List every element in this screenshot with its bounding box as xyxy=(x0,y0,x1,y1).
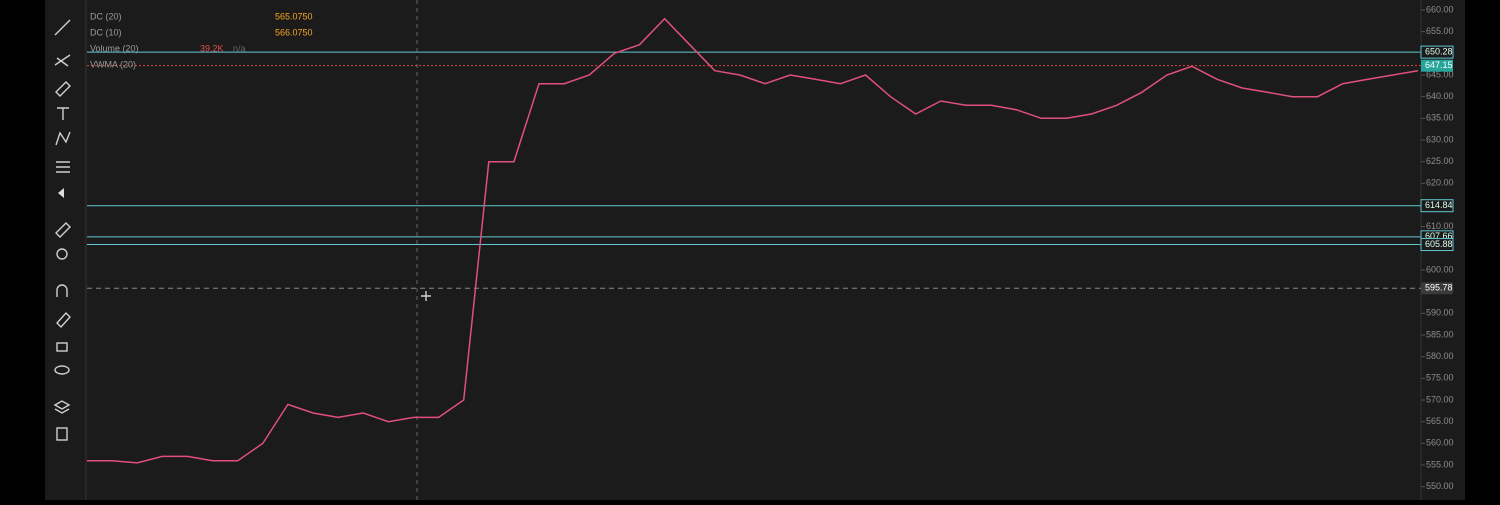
y-tick-label: 625.00 xyxy=(1426,156,1454,166)
fib-tool[interactable] xyxy=(54,54,71,67)
price-badge xyxy=(1420,45,1454,59)
trend-line-tool[interactable] xyxy=(54,19,71,36)
legend-name: Volume (20) xyxy=(90,43,139,53)
y-tick-label: 620.00 xyxy=(1426,178,1454,188)
legend-value: 39.2K xyxy=(200,43,224,53)
y-tick-label: 580.00 xyxy=(1426,351,1454,361)
y-tick-label: 660.00 xyxy=(1426,4,1454,14)
y-tick-label: 555.00 xyxy=(1426,459,1454,469)
layers-tool[interactable] xyxy=(53,400,71,414)
y-tick-label: 610.00 xyxy=(1426,221,1454,231)
magnet-tool[interactable] xyxy=(56,284,68,297)
brush-tool[interactable] xyxy=(55,81,71,97)
y-tick-label: 560.00 xyxy=(1426,438,1454,448)
toolbar xyxy=(53,19,71,441)
pattern-tool[interactable] xyxy=(55,131,71,146)
stay-drawing-tool[interactable] xyxy=(56,311,71,329)
cursor-crosshair xyxy=(421,291,431,301)
price-badge xyxy=(1421,59,1453,72)
price-badge xyxy=(1421,282,1453,295)
price-line xyxy=(87,17,1419,464)
legend-extra: n/a xyxy=(233,43,246,53)
price-badge-label: 595.78 xyxy=(1425,283,1453,293)
y-tick-label: 575.00 xyxy=(1426,373,1454,383)
chart-area xyxy=(45,0,1465,500)
price-badge xyxy=(1420,238,1454,252)
y-tick-label: 640.00 xyxy=(1426,91,1454,101)
price-badge-label: 614.84 xyxy=(1425,200,1453,210)
legend-value: 566.0750 xyxy=(275,27,313,37)
y-tick-label: 635.00 xyxy=(1426,113,1454,123)
y-tick-label: 565.00 xyxy=(1426,416,1454,426)
legend-name: VWMA (20) xyxy=(90,59,136,69)
price-badge-label: 647.15 xyxy=(1425,60,1453,70)
lock-tool[interactable] xyxy=(56,342,68,352)
y-tick-label: 600.00 xyxy=(1426,264,1454,274)
zoom-tool[interactable] xyxy=(56,248,68,260)
text-tool[interactable] xyxy=(57,107,69,120)
y-tick-label: 655.00 xyxy=(1426,26,1454,36)
price-badge-label: 607.66 xyxy=(1425,231,1453,241)
prediction-tool[interactable] xyxy=(56,161,70,173)
price-badge-label: 650.28 xyxy=(1425,46,1453,56)
plot: 550.00 555.00 560.00 565.00 570.00 575.00 580.… xyxy=(87,4,1454,491)
y-tick-label: 550.00 xyxy=(1426,481,1454,491)
delete-tool[interactable] xyxy=(56,427,68,441)
y-tick-label: 645.00 xyxy=(1426,69,1454,79)
y-tick-label: 630.00 xyxy=(1426,134,1454,144)
price-badge xyxy=(1420,199,1454,213)
measure-tool[interactable] xyxy=(55,222,71,238)
legend-value: 565.0750 xyxy=(275,11,313,21)
visibility-tool[interactable] xyxy=(54,365,70,375)
collapse-tool[interactable] xyxy=(58,188,64,198)
legend-name: DC (10) xyxy=(90,27,122,37)
legend-name: DC (20) xyxy=(90,11,122,21)
y-tick-label: 590.00 xyxy=(1426,308,1454,318)
y-tick-label: 570.00 xyxy=(1426,394,1454,404)
price-badge-label: 605.88 xyxy=(1425,239,1453,249)
y-tick-label: 585.00 xyxy=(1426,329,1454,339)
